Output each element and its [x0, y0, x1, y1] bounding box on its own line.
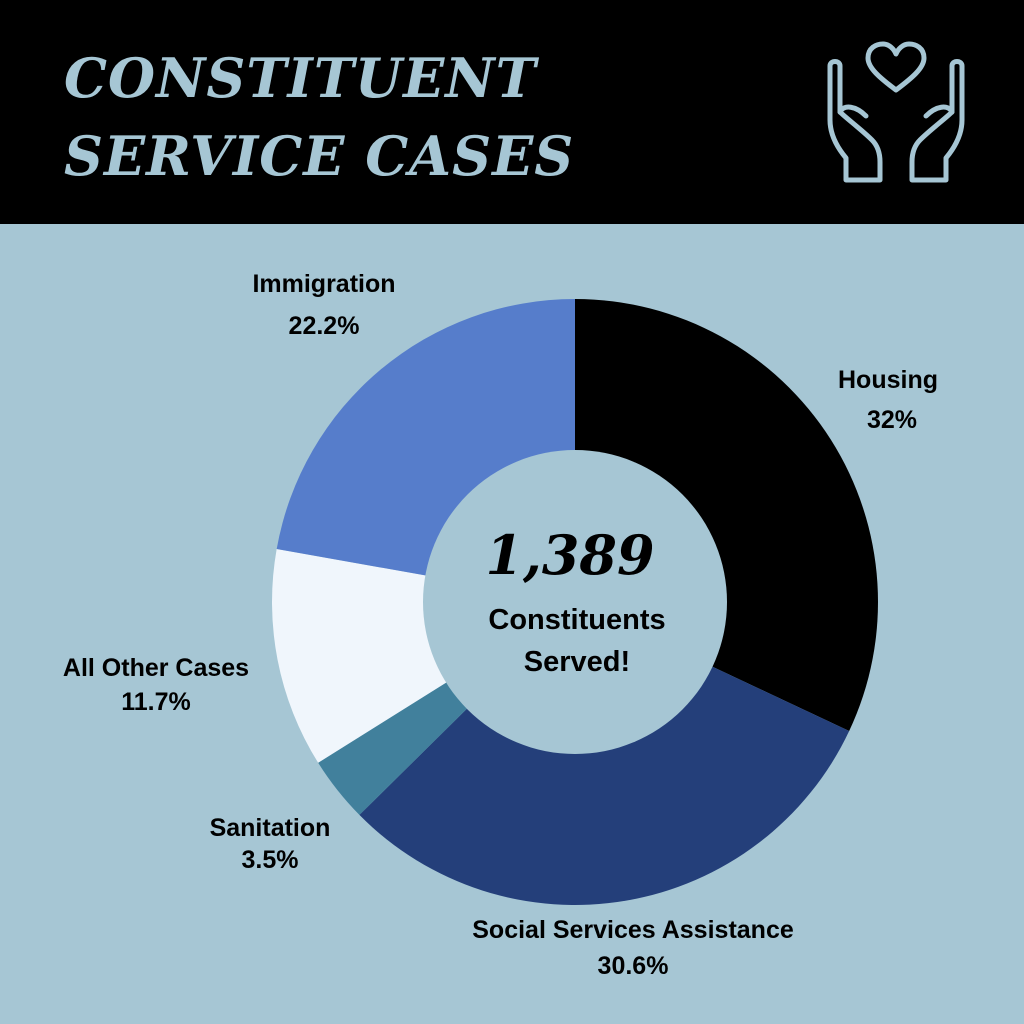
header-banner: CONSTITUENT SERVICE CASES [0, 0, 1024, 224]
center-total: 1,389 [485, 523, 654, 587]
center-line-1: Constituents [488, 604, 665, 636]
value-housing: 32% [867, 406, 917, 434]
title-line-1: CONSTITUENT [64, 46, 537, 110]
hands-heart-icon [827, 41, 965, 183]
label-sanitation: Sanitation [210, 814, 331, 842]
label-immigration: Immigration [252, 270, 395, 298]
label-social-services: Social Services Assistance [472, 916, 794, 944]
value-sanitation: 3.5% [242, 846, 299, 874]
center-line-2: Served! [524, 646, 630, 678]
donut-hole [423, 450, 727, 754]
label-housing: Housing [838, 366, 938, 394]
value-social-services: 30.6% [598, 952, 669, 980]
slice-social-services-assistance [359, 602, 850, 905]
label-all-other: All Other Cases [63, 654, 249, 682]
value-immigration: 22.2% [289, 312, 360, 340]
donut-chart: Housing 32% Social Services Assistance 3… [63, 270, 938, 980]
value-all-other: 11.7% [121, 688, 191, 716]
title-line-2: SERVICE CASES [64, 124, 575, 188]
